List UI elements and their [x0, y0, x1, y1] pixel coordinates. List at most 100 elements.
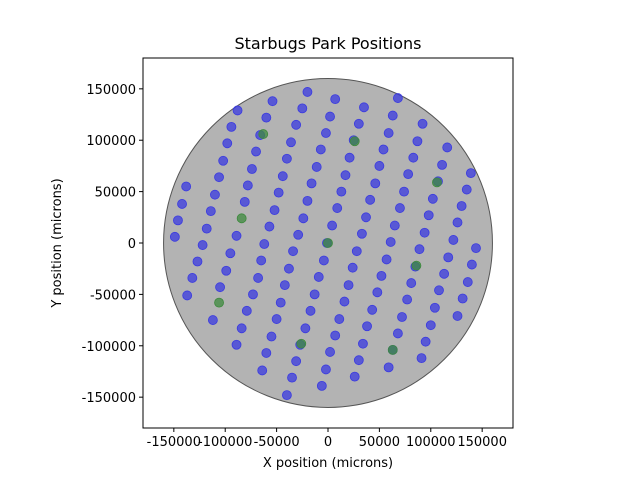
data-point — [288, 246, 298, 257]
data-point — [239, 196, 250, 207]
data-point — [427, 193, 438, 204]
data-point — [225, 248, 236, 259]
plot-area — [142, 57, 514, 429]
data-point — [275, 297, 286, 308]
data-point — [399, 186, 409, 197]
data-point — [177, 199, 187, 209]
data-point — [461, 184, 472, 195]
data-point — [383, 362, 394, 373]
data-point — [169, 231, 180, 242]
data-point — [231, 339, 242, 350]
data-point — [408, 152, 419, 163]
data-point — [181, 181, 192, 192]
data-point — [389, 220, 400, 231]
data-point — [207, 315, 218, 325]
data-point — [305, 305, 316, 316]
data-point — [259, 239, 270, 249]
data-point — [397, 312, 407, 322]
data-point — [330, 94, 341, 105]
data-point — [201, 223, 212, 234]
x-tick-label: -100000 — [198, 435, 252, 450]
data-point — [417, 118, 428, 129]
chart-title: Starbugs Park Positions — [235, 34, 422, 53]
data-point — [302, 87, 313, 97]
data-point — [296, 338, 307, 349]
data-point — [273, 187, 284, 198]
data-point — [302, 195, 313, 206]
data-point — [412, 136, 423, 147]
data-point — [215, 282, 225, 293]
data-point — [291, 356, 302, 367]
data-point — [321, 128, 331, 138]
data-point — [300, 323, 311, 334]
data-point — [257, 365, 268, 376]
y-tick-label: 100000 — [86, 134, 136, 149]
data-point — [192, 256, 203, 267]
data-point — [261, 112, 272, 123]
data-point — [187, 273, 198, 283]
data-point — [434, 285, 444, 296]
data-point — [392, 93, 403, 103]
data-point — [340, 170, 351, 181]
data-point — [267, 96, 278, 107]
data-point — [236, 213, 247, 224]
data-point — [367, 304, 378, 315]
data-point — [182, 290, 193, 301]
data-point — [392, 328, 403, 339]
data-point — [221, 265, 232, 276]
data-point — [465, 168, 476, 179]
data-point — [347, 262, 358, 273]
data-point — [429, 302, 440, 313]
data-point — [330, 330, 341, 341]
y-tick-label: -50000 — [90, 288, 136, 303]
data-point — [315, 144, 326, 155]
x-tick-label: -50000 — [254, 435, 300, 450]
data-point — [343, 280, 354, 291]
data-point — [236, 323, 247, 334]
data-point — [443, 252, 454, 263]
data-point — [387, 110, 398, 121]
x-tick-label: 100000 — [406, 435, 456, 450]
data-point — [383, 128, 394, 138]
y-axis: -150000 -100000 -50000 0 50000 100000 150000 — [82, 83, 143, 406]
data-point — [284, 263, 294, 274]
data-point — [332, 203, 343, 213]
data-point — [214, 297, 224, 308]
data-point — [351, 246, 362, 257]
data-point — [253, 273, 264, 283]
data-point — [266, 331, 277, 342]
data-point — [214, 172, 224, 183]
y-axis-label: Y position (microns) — [50, 178, 65, 308]
data-point — [414, 244, 425, 255]
data-point — [264, 221, 275, 232]
data-point — [287, 372, 297, 383]
data-point — [439, 268, 450, 279]
data-point — [197, 240, 208, 250]
data-point — [277, 171, 288, 182]
data-point — [321, 364, 331, 375]
data-point — [365, 194, 376, 205]
data-point — [242, 180, 253, 191]
data-point — [378, 144, 389, 155]
data-point — [325, 347, 335, 357]
data-point — [353, 355, 364, 366]
y-tick-label: 50000 — [95, 186, 136, 201]
data-point — [222, 138, 233, 149]
data-point — [316, 380, 327, 391]
data-point — [395, 203, 405, 213]
data-point — [452, 217, 463, 228]
y-tick-label: 150000 — [86, 83, 136, 98]
data-point — [241, 305, 252, 316]
data-point — [269, 205, 280, 216]
data-point — [279, 280, 290, 291]
points-layer — [169, 87, 481, 401]
data-point — [210, 189, 220, 200]
y-tick-label: 0 — [128, 237, 136, 252]
x-tick-label: 0 — [324, 435, 332, 450]
data-point — [247, 164, 257, 174]
data-point — [261, 348, 272, 358]
data-point — [359, 102, 369, 113]
data-point — [387, 344, 398, 355]
data-point — [349, 371, 360, 382]
